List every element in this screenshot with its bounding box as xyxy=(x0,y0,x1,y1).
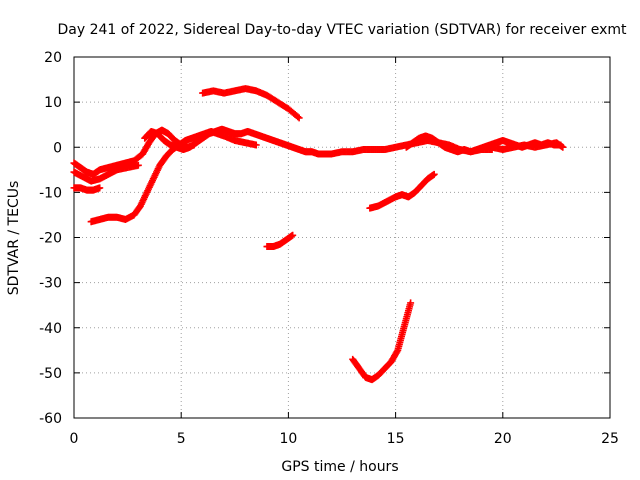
series-arc-8 xyxy=(488,139,567,154)
y-tick-label: -50 xyxy=(39,366,62,382)
y-tick-label: 20 xyxy=(44,50,62,66)
series-arc-9 xyxy=(263,231,297,251)
axes xyxy=(73,56,611,419)
data-point xyxy=(289,231,297,239)
x-tick-label: 15 xyxy=(387,431,405,447)
x-tick-label: 10 xyxy=(279,431,297,447)
series-arc-2 xyxy=(70,161,142,185)
x-tick-label: 20 xyxy=(494,431,512,447)
series-arc-10 xyxy=(366,170,438,212)
data-point xyxy=(295,114,303,122)
y-tick-label: -60 xyxy=(39,411,62,427)
data-point xyxy=(430,170,438,178)
data-point xyxy=(252,141,260,149)
data-point xyxy=(407,299,415,307)
grid xyxy=(74,57,610,418)
chart-title: Day 241 of 2022, Sidereal Day-to-day VTE… xyxy=(58,22,628,38)
data-point xyxy=(393,348,401,356)
series-arc-1 xyxy=(70,126,198,178)
y-tick-label: -40 xyxy=(39,321,62,337)
y-tick-label: 0 xyxy=(53,140,62,156)
tick-labels: 0 5 10 15 20 25 -60 -50 -40 -30 -20 -10 0 10 20 xyxy=(39,50,619,447)
y-axis-label: SDTVAR / TECUs xyxy=(6,181,22,296)
data-point xyxy=(559,143,567,151)
series-arc-3 xyxy=(70,184,104,194)
x-tick-label: 5 xyxy=(177,431,186,447)
y-tick-label: -30 xyxy=(39,276,62,292)
data-point xyxy=(96,184,104,192)
y-tick-label: 10 xyxy=(44,95,62,111)
series-arc-4 xyxy=(87,127,260,226)
data-point xyxy=(134,161,142,169)
x-tick-label: 25 xyxy=(601,431,619,447)
x-axis-label: GPS time / hours xyxy=(281,459,398,475)
x-tick-label: 0 xyxy=(70,431,79,447)
data-point xyxy=(294,113,302,121)
series-arc-6 xyxy=(141,125,496,158)
data-points xyxy=(70,85,567,384)
y-tick-label: -20 xyxy=(39,231,62,247)
series-arc-11 xyxy=(349,299,415,384)
series-arc-5 xyxy=(199,85,303,122)
y-tick-label: -10 xyxy=(39,185,62,201)
